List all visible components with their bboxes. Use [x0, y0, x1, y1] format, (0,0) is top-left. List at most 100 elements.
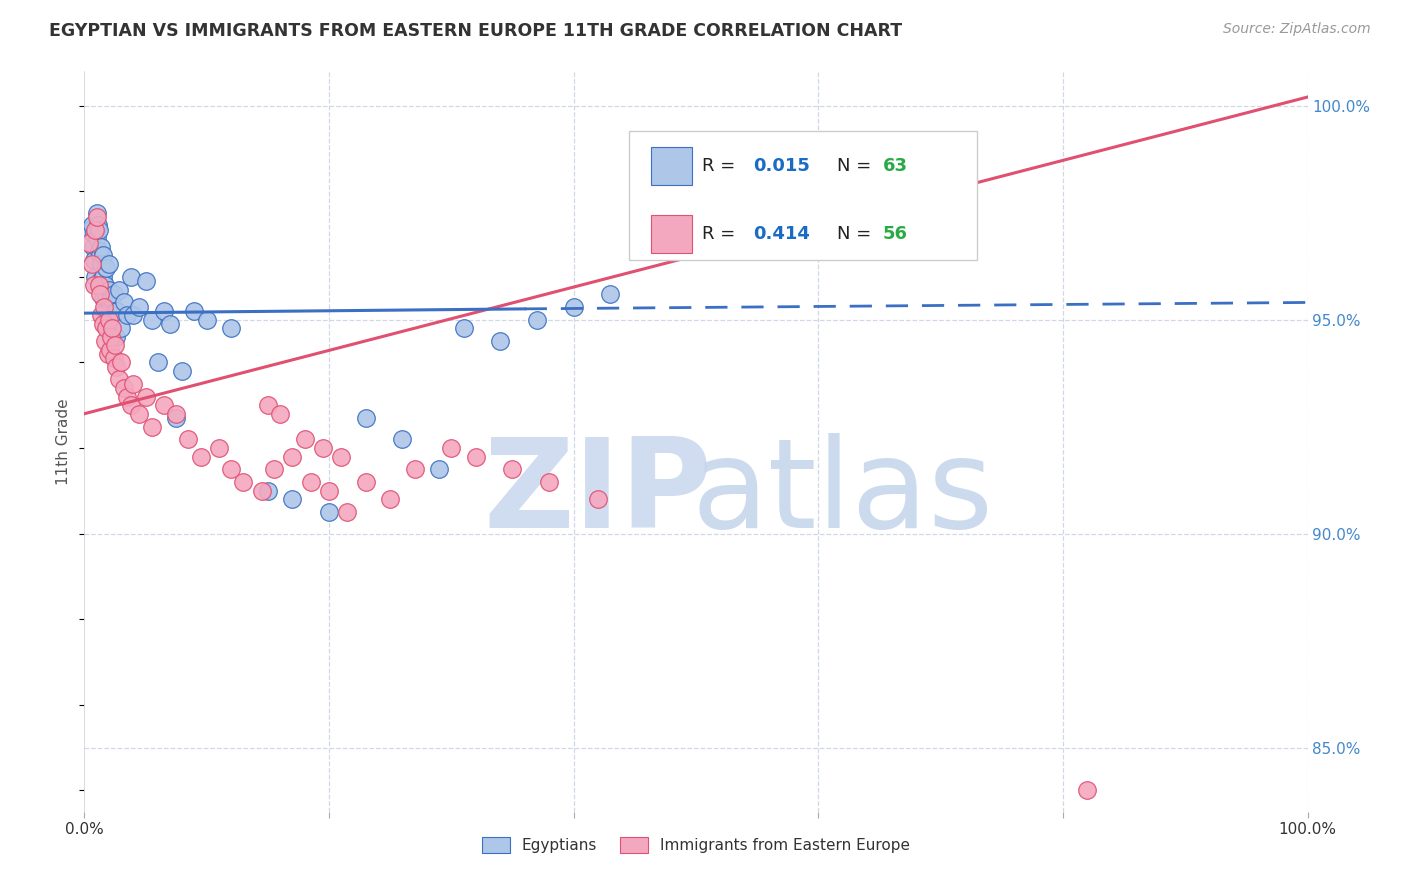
- Point: [219, 321, 242, 335]
- Point: [97, 347, 120, 361]
- Point: [80, 257, 103, 271]
- Text: N =: N =: [837, 226, 876, 244]
- Point: [107, 372, 129, 386]
- Point: [299, 475, 322, 490]
- Point: [87, 278, 110, 293]
- Point: [89, 286, 111, 301]
- Point: [101, 321, 124, 335]
- Point: [153, 398, 176, 412]
- Point: [110, 321, 132, 335]
- Point: [80, 219, 103, 233]
- Point: [96, 291, 118, 305]
- Point: [135, 390, 157, 404]
- Point: [82, 240, 104, 254]
- Point: [146, 355, 169, 369]
- Point: [91, 269, 114, 284]
- Point: [101, 308, 124, 322]
- Point: [83, 227, 105, 241]
- Y-axis label: 11th Grade: 11th Grade: [56, 398, 72, 485]
- Point: [90, 308, 112, 322]
- Point: [91, 248, 114, 262]
- Point: [172, 364, 194, 378]
- Point: [391, 433, 413, 447]
- Point: [190, 450, 212, 464]
- Point: [94, 304, 117, 318]
- Point: [153, 304, 176, 318]
- Point: [104, 338, 127, 352]
- Point: [318, 505, 340, 519]
- Point: [159, 317, 181, 331]
- Point: [93, 278, 115, 293]
- Point: [336, 505, 359, 519]
- Point: [87, 244, 110, 259]
- Point: [128, 300, 150, 314]
- Point: [97, 283, 120, 297]
- Point: [208, 441, 231, 455]
- Text: R =: R =: [702, 226, 741, 244]
- Point: [104, 304, 127, 318]
- FancyBboxPatch shape: [651, 147, 692, 186]
- Point: [427, 462, 450, 476]
- FancyBboxPatch shape: [651, 215, 692, 253]
- Point: [562, 300, 585, 314]
- Point: [105, 304, 128, 318]
- Text: 63: 63: [883, 157, 908, 175]
- Point: [79, 223, 101, 237]
- Point: [87, 219, 110, 233]
- Point: [83, 278, 105, 293]
- Point: [122, 376, 145, 391]
- Point: [89, 274, 111, 288]
- Point: [86, 205, 108, 219]
- Point: [89, 248, 111, 262]
- Point: [141, 312, 163, 326]
- Point: [77, 235, 100, 250]
- Point: [94, 334, 117, 348]
- Point: [586, 492, 609, 507]
- Point: [77, 223, 100, 237]
- Point: [1076, 783, 1098, 797]
- Point: [440, 441, 463, 455]
- Point: [84, 223, 107, 237]
- Point: [97, 257, 120, 271]
- Point: [538, 475, 561, 490]
- Point: [107, 283, 129, 297]
- Point: [115, 390, 138, 404]
- Point: [115, 308, 138, 322]
- Point: [219, 462, 242, 476]
- Point: [84, 269, 107, 284]
- Point: [294, 433, 316, 447]
- Point: [257, 483, 280, 498]
- Legend: Egyptians, Immigrants from Eastern Europe: Egyptians, Immigrants from Eastern Europ…: [477, 830, 915, 860]
- Point: [250, 483, 273, 498]
- Point: [87, 223, 110, 237]
- Point: [86, 231, 108, 245]
- Point: [281, 450, 304, 464]
- Point: [281, 492, 304, 507]
- Point: [112, 381, 135, 395]
- Point: [112, 295, 135, 310]
- Point: [269, 407, 291, 421]
- Point: [93, 300, 115, 314]
- Point: [100, 291, 122, 305]
- Point: [94, 278, 117, 293]
- Point: [380, 492, 402, 507]
- Point: [263, 462, 285, 476]
- Point: [91, 291, 114, 305]
- Text: EGYPTIAN VS IMMIGRANTS FROM EASTERN EUROPE 11TH GRADE CORRELATION CHART: EGYPTIAN VS IMMIGRANTS FROM EASTERN EURO…: [49, 22, 903, 40]
- Point: [489, 334, 512, 348]
- Point: [98, 343, 121, 357]
- Point: [100, 329, 122, 343]
- Point: [404, 462, 426, 476]
- FancyBboxPatch shape: [628, 130, 977, 260]
- Point: [165, 411, 187, 425]
- Point: [354, 411, 377, 425]
- Point: [120, 269, 142, 284]
- Point: [330, 450, 353, 464]
- Text: R =: R =: [702, 157, 741, 175]
- Point: [354, 475, 377, 490]
- Point: [135, 274, 157, 288]
- Point: [97, 312, 120, 326]
- Point: [257, 398, 280, 412]
- Point: [103, 351, 125, 365]
- Point: [122, 308, 145, 322]
